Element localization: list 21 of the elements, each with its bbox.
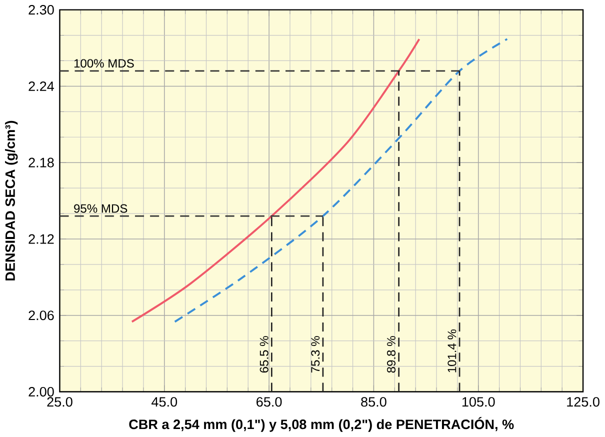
ref-line-label: 65.5 % xyxy=(260,336,268,373)
x-tick-label: 105.0 xyxy=(462,397,495,407)
ref-line-label: 95% MDS xyxy=(74,204,128,213)
ref-line-label: 101.4 % xyxy=(448,330,456,372)
y-tick-label: 2.00 xyxy=(28,387,54,397)
ref-line-label: 100% MDS xyxy=(74,59,134,68)
y-tick-label: 2.30 xyxy=(28,5,54,15)
y-tick-label: 2.24 xyxy=(28,82,54,91)
y-tick-label: 2.12 xyxy=(28,234,54,244)
line-series xyxy=(174,38,508,323)
x-tick-label: 65.0 xyxy=(256,397,282,407)
y-tick-label: 2.18 xyxy=(28,158,54,168)
y-axis-title: DENSIDAD SECA (g/cm³) xyxy=(5,121,18,280)
x-tick-label: 85.0 xyxy=(361,397,386,407)
x-tick-label: 125.0 xyxy=(567,397,600,407)
x-axis-title: CBR a 2,54 mm (0,1") y 5,08 mm (0,2") de PENETRACIÓN, % xyxy=(129,417,514,432)
x-tick-label: 25.0 xyxy=(47,397,72,407)
ref-line-label: 75.3 % xyxy=(311,336,320,373)
x-tick-label: 45.0 xyxy=(152,397,178,407)
y-tick-label: 2.06 xyxy=(28,310,54,320)
ref-line-label: 89.8 % xyxy=(386,336,396,373)
